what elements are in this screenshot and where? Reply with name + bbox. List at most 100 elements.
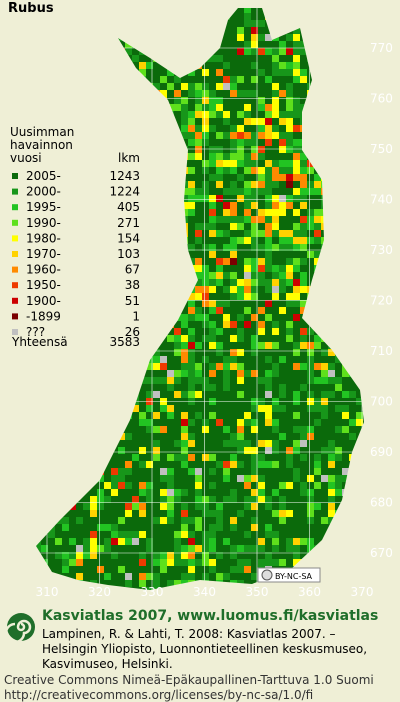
map-cell (153, 559, 160, 566)
map-cell (349, 433, 356, 440)
map-cell (244, 139, 251, 146)
map-cell (216, 139, 223, 146)
map-cell (251, 223, 258, 230)
map-cell (265, 34, 272, 41)
map-cell (293, 384, 300, 391)
map-cell (118, 503, 125, 510)
map-cell (237, 125, 244, 132)
map-cell (314, 251, 321, 258)
map-cell (286, 167, 293, 174)
map-cell (251, 62, 258, 69)
map-cell (279, 174, 286, 181)
map-cell (230, 384, 237, 391)
map-cell (293, 174, 300, 181)
map-cell (265, 118, 272, 125)
map-cell (216, 279, 223, 286)
map-cell (244, 293, 251, 300)
map-cell (76, 517, 83, 524)
map-cell (209, 349, 216, 356)
map-cell (167, 447, 174, 454)
map-cell (230, 356, 237, 363)
map-cell (279, 300, 286, 307)
map-cell (230, 118, 237, 125)
map-cell (90, 524, 97, 531)
map-cell (188, 188, 195, 195)
map-cell (104, 482, 111, 489)
map-cell (314, 174, 321, 181)
map-cell (286, 307, 293, 314)
map-cell (202, 251, 209, 258)
map-cell (335, 384, 342, 391)
map-cell (230, 531, 237, 538)
map-cell (265, 503, 272, 510)
map-cell (258, 251, 265, 258)
map-cell (286, 531, 293, 538)
map-cell (314, 244, 321, 251)
map-cell (230, 475, 237, 482)
map-cell (153, 524, 160, 531)
map-cell (237, 440, 244, 447)
map-cell (174, 335, 181, 342)
map-cell (251, 412, 258, 419)
map-cell (293, 426, 300, 433)
map-cell (223, 209, 230, 216)
map-cell (216, 244, 223, 251)
map-cell (279, 83, 286, 90)
map-cell (209, 97, 216, 104)
map-cell (244, 237, 251, 244)
map-cell (230, 468, 237, 475)
map-cell (244, 510, 251, 517)
map-cell (230, 510, 237, 517)
map-cell (118, 468, 125, 475)
map-cell (293, 335, 300, 342)
map-cell (258, 195, 265, 202)
map-cell (174, 321, 181, 328)
map-cell (139, 461, 146, 468)
citation-line: Lampinen, R. & Lahti, T. 2008: Kasviatla… (42, 627, 336, 641)
map-cell (230, 426, 237, 433)
map-cell (286, 335, 293, 342)
map-cell (349, 447, 356, 454)
map-cell (265, 475, 272, 482)
map-cell (97, 503, 104, 510)
east-label: 320 (88, 585, 111, 599)
map-cell (258, 447, 265, 454)
map-cell (216, 83, 223, 90)
map-cell (97, 580, 104, 587)
map-cell (209, 216, 216, 223)
map-cell (279, 223, 286, 230)
map-cell (174, 370, 181, 377)
map-cell (209, 538, 216, 545)
map-cell (244, 566, 251, 573)
map-cell (118, 461, 125, 468)
map-cell (314, 195, 321, 202)
map-cell (293, 433, 300, 440)
map-cell (223, 146, 230, 153)
map-cell (272, 510, 279, 517)
map-cell (62, 552, 69, 559)
map-cell (139, 405, 146, 412)
map-cell (258, 132, 265, 139)
map-cell (167, 419, 174, 426)
map-cell (328, 510, 335, 517)
map-cell (258, 111, 265, 118)
map-cell (272, 482, 279, 489)
map-cell (237, 391, 244, 398)
map-cell (118, 440, 125, 447)
map-cell (328, 433, 335, 440)
map-cell (272, 188, 279, 195)
map-cell (314, 419, 321, 426)
map-cell (188, 363, 195, 370)
map-cell (223, 90, 230, 97)
map-cell (209, 447, 216, 454)
map-cell (244, 314, 251, 321)
map-cell (307, 272, 314, 279)
map-cell (202, 531, 209, 538)
map-cell (314, 496, 321, 503)
map-cell (349, 384, 356, 391)
map-cell (174, 573, 181, 580)
map-cell (307, 517, 314, 524)
map-cell (272, 524, 279, 531)
map-cell (279, 363, 286, 370)
map-cell (279, 97, 286, 104)
